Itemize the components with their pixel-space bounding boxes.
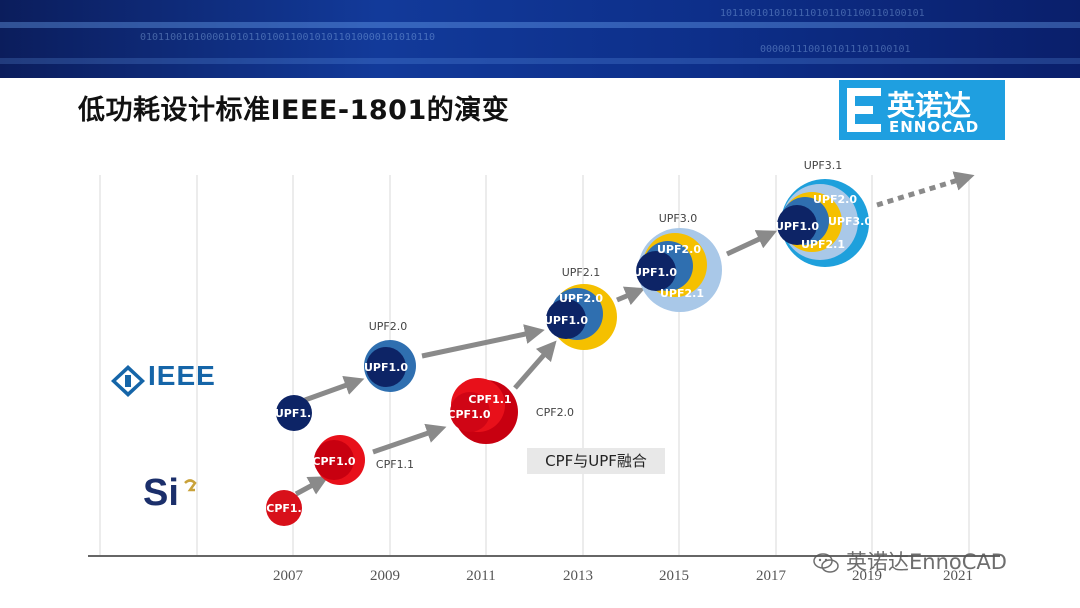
- upf3-1-node: UPF3.1 UPF2.0 UPF1.0 UPF3.0 UPF2.1: [775, 159, 872, 267]
- node-label: CPF1.1: [468, 393, 511, 406]
- ieee-diamond-icon: [111, 365, 145, 397]
- cpf2-0-node: CPF1.1 CPF1.0 CPF2.0: [447, 378, 574, 444]
- cpf1-1-node: CPF1.0 CPF1.1: [312, 435, 414, 485]
- upf1-0-node: UPF1.: [275, 395, 312, 431]
- arrow: [421, 324, 545, 359]
- ennocad-logo-mark-icon: [847, 88, 881, 132]
- arrow: [372, 423, 447, 455]
- header-banner: 0101100101000010101101001100101011010000…: [0, 0, 1080, 78]
- watermark-text: 英诺达EnnoCAD: [846, 550, 1007, 574]
- logo-text-en: ENNOCAD: [889, 118, 980, 136]
- year-label: 2011: [466, 568, 495, 584]
- node-label: UPF1.0: [364, 361, 408, 374]
- node-label: UPF3.0: [828, 215, 872, 228]
- version-label: CPF1.1: [376, 458, 414, 471]
- arrow: [304, 375, 365, 403]
- node-label: CPF1.0: [447, 408, 490, 421]
- ennocad-logo: 英诺达 ENNOCAD: [839, 80, 1005, 140]
- year-label: 2019: [852, 568, 882, 584]
- arrow: [725, 230, 778, 257]
- node-label: UPF1.0: [544, 314, 588, 327]
- year-label: 2015: [659, 568, 689, 584]
- banner-binary-pattern: 0000011100101011101100101: [760, 44, 911, 55]
- version-label: CPF2.0: [536, 406, 574, 419]
- si2-logo-text: Si: [143, 472, 179, 514]
- banner-binary-pattern: 1011001010101110101101100110100101: [720, 8, 925, 19]
- node-label: UPF1.0: [633, 266, 677, 279]
- node-label: UPF2.0: [559, 292, 603, 305]
- node-label: UPF2.1: [801, 238, 845, 251]
- year-label: 2021: [943, 568, 973, 584]
- upf2-1-node: UPF2.1 UPF2.0 UPF1.0: [544, 266, 617, 350]
- node-label: CPF1.0: [312, 455, 355, 468]
- node-label: UPF2.0: [813, 193, 857, 206]
- evolution-arrows: [294, 171, 975, 497]
- version-label: UPF2.0: [369, 320, 408, 333]
- future-arrow: [876, 171, 975, 208]
- upf3-0-node: UPF3.0 UPF2.0 UPF1.0 UPF2.1: [633, 212, 722, 312]
- node-label: CPF1.: [266, 502, 301, 515]
- version-label: UPF3.1: [804, 159, 843, 172]
- year-labels: 2007 2009 2011 2013 2015 2017 2019 2021: [273, 568, 973, 584]
- logo-text-cn: 英诺达: [887, 89, 972, 122]
- merge-note: CPF与UPF融合: [527, 448, 665, 474]
- wechat-icon: [813, 553, 839, 573]
- year-label: 2009: [370, 568, 400, 584]
- year-label: 2017: [756, 568, 787, 584]
- arrow: [513, 340, 557, 390]
- banner-stripe: [0, 22, 1080, 28]
- banner-binary-pattern: 0101100101000010101101001100101011010000…: [140, 32, 436, 43]
- node-label: UPF2.1: [660, 287, 704, 300]
- node-label: UPF1.: [275, 407, 311, 420]
- version-label: UPF2.1: [562, 266, 601, 279]
- year-label: 2013: [563, 568, 593, 584]
- node-label: UPF2.0: [657, 243, 701, 256]
- arrow: [616, 286, 646, 306]
- arrow: [294, 476, 329, 497]
- upf2-0-node: UPF2.0 UPF1.0: [364, 320, 416, 392]
- ieee-logo-text: IEEE: [148, 360, 216, 391]
- banner-stripe: [0, 58, 1080, 64]
- wechat-watermark: 英诺达EnnoCAD: [812, 546, 1007, 576]
- node-label: UPF1.0: [775, 220, 819, 233]
- cpf1-0-node: CPF1.: [266, 490, 302, 526]
- version-label: UPF3.0: [659, 212, 698, 225]
- year-label: 2007: [273, 568, 304, 584]
- page-title: 低功耗设计标准IEEE-1801的演变: [78, 95, 510, 126]
- si2-mark-icon: [184, 479, 197, 492]
